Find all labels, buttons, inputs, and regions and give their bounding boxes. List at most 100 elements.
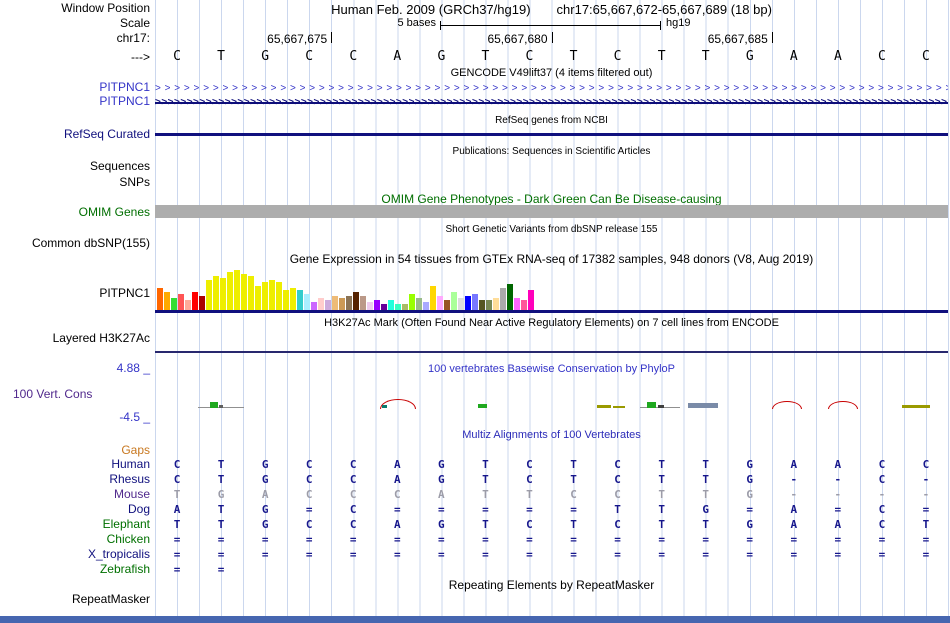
- gtex-tissue-bar-32[interactable]: [374, 300, 380, 310]
- gtex-tissue-bar-43[interactable]: [451, 292, 457, 310]
- gtex-tissue-bar-21[interactable]: [297, 290, 303, 310]
- gtex-tissue-bar-17[interactable]: [269, 280, 275, 310]
- gtex-tissue-bar-7[interactable]: [199, 296, 205, 310]
- gtex-tissue-bar-15[interactable]: [255, 286, 261, 310]
- left-label-repeatmasker[interactable]: RepeatMasker: [71, 592, 150, 606]
- left-label-gencode-gene-2[interactable]: PITPNC1: [99, 94, 150, 108]
- species-label-human[interactable]: Human: [111, 457, 150, 471]
- gtex-tissue-bar-28[interactable]: [346, 296, 352, 310]
- gtex-tissue-bar-27[interactable]: [339, 298, 345, 310]
- gtex-tissue-bar-41[interactable]: [437, 296, 443, 310]
- ruler-base-14[interactable]: G: [745, 49, 754, 64]
- ruler-base-4[interactable]: C: [305, 49, 314, 64]
- species-label-elephant[interactable]: Elephant: [102, 517, 150, 531]
- ruler-base-18[interactable]: C: [922, 49, 930, 64]
- gtex-tissue-bar-26[interactable]: [332, 296, 338, 310]
- gtex-tissue-bar-11[interactable]: [227, 272, 233, 310]
- gtex-tissue-bar-24[interactable]: [318, 298, 324, 310]
- gencode-transcript-dense[interactable]: >>>>>>>>>>>>>>>>>>>>>>>>>>>>>>>>>>>>>>>>…: [155, 96, 948, 109]
- gtex-tissue-bar-35[interactable]: [395, 304, 401, 310]
- gtex-tissue-bar-33[interactable]: [381, 304, 387, 310]
- ruler-base-8[interactable]: T: [481, 49, 490, 64]
- gtex-tissue-bar-1[interactable]: [157, 288, 163, 310]
- gtex-tissue-bar-3[interactable]: [171, 298, 177, 310]
- gtex-tissue-bar-10[interactable]: [220, 278, 226, 310]
- ruler-base-11[interactable]: C: [613, 49, 622, 64]
- gtex-tissue-bar-18[interactable]: [276, 282, 282, 310]
- align-rhesus-base-13: T: [702, 473, 709, 486]
- gtex-tissue-bar-8[interactable]: [206, 280, 212, 310]
- ruler-base-15[interactable]: A: [789, 49, 798, 64]
- gtex-tissue-bar-46[interactable]: [472, 294, 478, 310]
- gtex-tissue-bar-25[interactable]: [325, 300, 331, 310]
- ruler-base-1[interactable]: C: [173, 49, 181, 64]
- gtex-tissue-bar-16[interactable]: [262, 282, 268, 310]
- omim-gene-bar[interactable]: [155, 205, 948, 218]
- gtex-tissue-bar-30[interactable]: [360, 296, 366, 310]
- gtex-tissue-bar-20[interactable]: [290, 288, 296, 310]
- gtex-tissue-bar-13[interactable]: [241, 274, 247, 310]
- left-label-common-dbsnp[interactable]: Common dbSNP(155): [31, 236, 150, 250]
- ruler-base-5[interactable]: C: [349, 49, 358, 64]
- gtex-tissue-bar-54[interactable]: [528, 290, 534, 310]
- species-label-zebrafish[interactable]: Zebrafish: [99, 562, 150, 576]
- gtex-tissue-bar-44[interactable]: [458, 298, 464, 310]
- ruler-base-12[interactable]: T: [657, 49, 666, 64]
- gtex-tissue-bar-50[interactable]: [500, 288, 506, 310]
- gtex-tissue-bar-42[interactable]: [444, 300, 450, 310]
- gtex-tissue-bar-29[interactable]: [353, 292, 359, 310]
- gtex-tissue-bar-22[interactable]: [304, 294, 310, 310]
- left-label-layered-h3k27ac[interactable]: Layered H3K27Ac: [52, 331, 150, 345]
- ruler-base-3[interactable]: G: [261, 49, 270, 64]
- species-label-chicken[interactable]: Chicken: [106, 532, 150, 546]
- gtex-tissue-bar-2[interactable]: [164, 292, 170, 310]
- gtex-tissue-bar-47[interactable]: [479, 300, 485, 310]
- gtex-tissue-bar-40[interactable]: [430, 286, 436, 310]
- align-elephant-base-10: T: [570, 518, 577, 531]
- gtex-tissue-bar-9[interactable]: [213, 276, 219, 310]
- gtex-tissue-bar-6[interactable]: [192, 292, 198, 310]
- gtex-tissue-bar-23[interactable]: [311, 302, 317, 310]
- left-label-publications-sequences[interactable]: Sequences: [89, 159, 150, 173]
- gtex-tissue-bar-48[interactable]: [486, 300, 492, 310]
- gtex-tissue-bar-14[interactable]: [248, 276, 254, 310]
- gtex-tissue-bar-4[interactable]: [178, 294, 184, 310]
- ruler-base-13[interactable]: T: [701, 49, 710, 64]
- gtex-tissue-bar-36[interactable]: [402, 304, 408, 310]
- gtex-tissue-bar-49[interactable]: [493, 298, 499, 310]
- refseq-dense-item[interactable]: [155, 133, 948, 136]
- left-label-omim-genes[interactable]: OMIM Genes: [78, 205, 150, 219]
- species-label-dog[interactable]: Dog: [127, 502, 150, 516]
- ruler-base-10[interactable]: T: [569, 49, 578, 64]
- species-label-rhesus[interactable]: Rhesus: [109, 472, 150, 486]
- gtex-tissue-bar-12[interactable]: [234, 270, 240, 310]
- gtex-tissue-bar-53[interactable]: [521, 300, 527, 310]
- left-label-cons-100-vert[interactable]: 100 Vert. Cons: [13, 387, 93, 401]
- gtex-tissue-bar-39[interactable]: [423, 302, 429, 310]
- gtex-tissue-bar-52[interactable]: [514, 298, 520, 310]
- ruler-base-7[interactable]: G: [437, 49, 446, 64]
- left-label-gencode-gene-1[interactable]: PITPNC1: [99, 80, 150, 94]
- ruler-base-17[interactable]: C: [877, 49, 886, 64]
- left-label-gtex-gene[interactable]: PITPNC1: [99, 286, 150, 300]
- left-label-snps[interactable]: SNPs: [119, 175, 150, 189]
- ruler-base-6[interactable]: A: [393, 49, 402, 64]
- align-mouse-base-3: A: [261, 488, 269, 501]
- species-label-mouse[interactable]: Mouse: [113, 487, 150, 501]
- ruler-base-9[interactable]: C: [525, 49, 534, 64]
- species-label-gaps[interactable]: Gaps: [121, 443, 150, 457]
- gtex-tissue-bar-45[interactable]: [465, 296, 471, 310]
- gtex-tissue-bar-51[interactable]: [507, 284, 513, 310]
- gtex-tissue-bar-34[interactable]: [388, 300, 394, 310]
- species-label-x_tropicalis[interactable]: X_tropicalis: [87, 547, 150, 561]
- left-label-refseq-curated[interactable]: RefSeq Curated: [63, 127, 150, 141]
- gtex-tissue-bar-38[interactable]: [416, 298, 422, 310]
- gtex-tissue-bar-37[interactable]: [409, 294, 415, 310]
- ruler-base-2[interactable]: T: [217, 49, 225, 64]
- gencode-transcript-squish[interactable]: >>>>>>>>>>>>>>>>>>>>>>>>>>>>>>>>>>>>>>>>…: [155, 83, 948, 94]
- ruler-base-16[interactable]: A: [833, 49, 842, 64]
- gtex-tissue-bar-31[interactable]: [367, 302, 373, 310]
- align-x_tropicalis-base-17: =: [878, 548, 886, 561]
- gtex-tissue-bar-5[interactable]: [185, 300, 191, 310]
- gtex-tissue-bar-19[interactable]: [283, 290, 289, 310]
